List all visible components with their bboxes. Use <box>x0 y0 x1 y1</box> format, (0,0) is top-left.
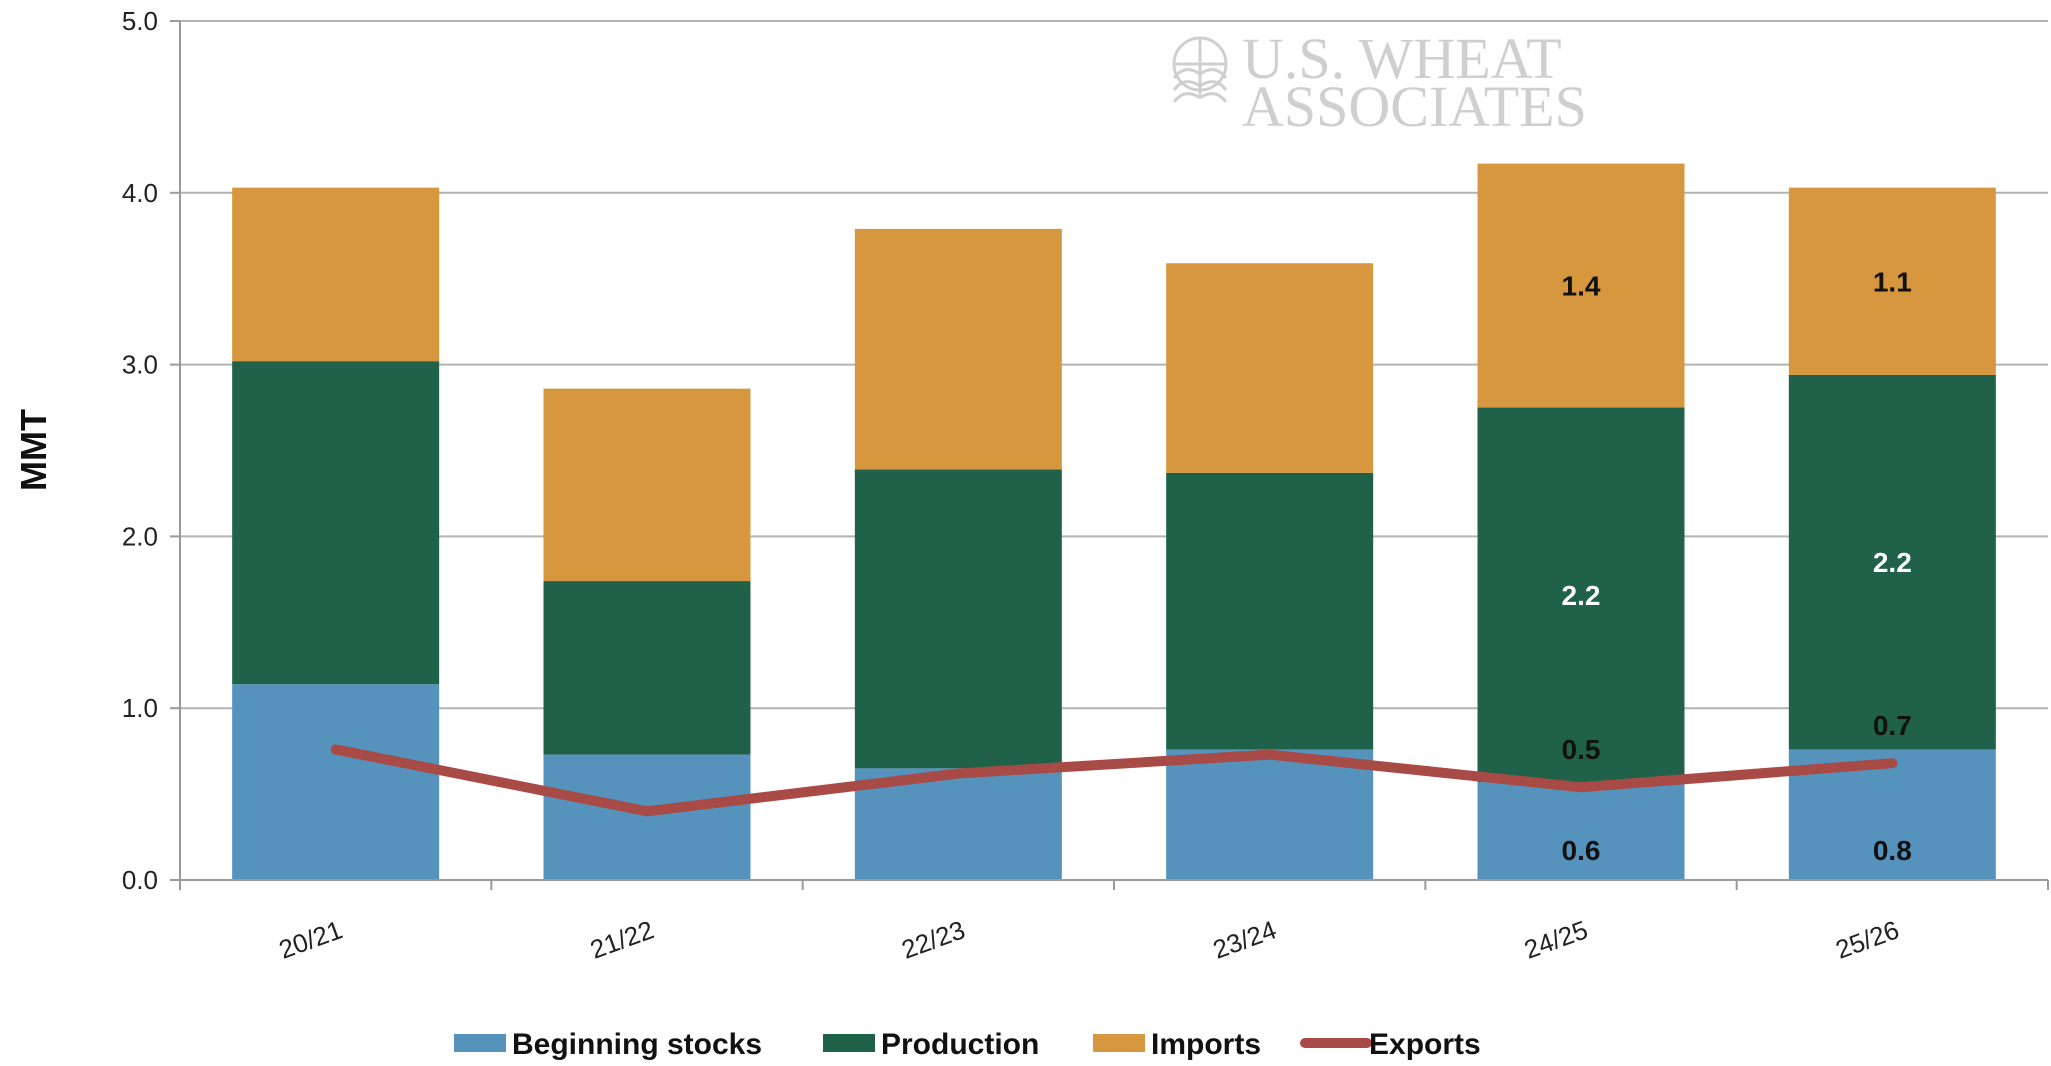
exports-data-label: 0.5 <box>1562 734 1601 765</box>
watermark-line2: ASSOCIATES <box>1242 74 1587 139</box>
wheat-logo-icon <box>1172 36 1228 103</box>
exports-point <box>1267 752 1272 757</box>
exports-data-label: 0.7 <box>1873 710 1912 741</box>
bar-imports <box>854 228 1062 470</box>
bar-imports <box>1166 263 1374 473</box>
bar-beginning-stocks <box>232 684 440 880</box>
exports-point <box>333 747 338 752</box>
bar-production <box>1477 407 1685 783</box>
data-label: 2.2 <box>1873 547 1912 578</box>
watermark-logo: U.S. WHEAT ASSOCIATES <box>1172 26 1587 139</box>
data-labels: 0.6 2.2 1.4 0.8 2.2 1.1 0.5 0.7 <box>1562 266 1912 866</box>
legend-swatch <box>454 1034 506 1052</box>
legend-label: Imports <box>1151 1028 1261 1061</box>
exports-series-line <box>330 744 1898 817</box>
bar-production <box>854 469 1062 769</box>
bar-production <box>232 361 440 685</box>
bars <box>232 163 1996 880</box>
legend-label: Beginning stocks <box>512 1028 762 1061</box>
data-label: 1.4 <box>1562 271 1601 302</box>
data-label: 0.6 <box>1562 835 1601 866</box>
y-tick-label: 5.0 <box>122 6 158 36</box>
x-tick-label: 20/21 <box>275 914 346 964</box>
legend-swatch <box>1093 1034 1145 1052</box>
y-tick-label: 3.0 <box>122 350 158 380</box>
x-tick-label: 24/25 <box>1520 914 1591 964</box>
exports-line <box>330 744 1898 817</box>
bar-production <box>1788 374 1996 750</box>
bar-imports <box>232 187 440 362</box>
y-tick-label: 2.0 <box>122 521 158 551</box>
bar-imports <box>1788 187 1996 375</box>
bar-beginning-stocks <box>1166 749 1374 880</box>
data-label: 0.8 <box>1873 835 1912 866</box>
exports-point <box>1579 785 1583 790</box>
bar-imports <box>1477 163 1685 408</box>
legend-swatch <box>823 1034 875 1052</box>
data-label: 1.1 <box>1873 266 1912 297</box>
y-tick-label: 0.0 <box>122 865 158 895</box>
y-tick-label: 4.0 <box>122 178 158 208</box>
exports-point <box>956 771 961 776</box>
bar-imports <box>543 388 751 582</box>
bar-beginning-stocks <box>543 754 751 880</box>
legend-label: Production <box>881 1028 1039 1061</box>
grid <box>180 20 2048 710</box>
bar-production <box>1166 472 1374 750</box>
exports-point <box>645 809 649 814</box>
x-tick-label: 21/22 <box>586 914 657 964</box>
bar-production <box>543 581 751 755</box>
data-label: 2.2 <box>1562 580 1601 611</box>
bar-beginning-stocks <box>1477 782 1685 880</box>
x-tick-label: 23/24 <box>1209 914 1280 964</box>
watermark-line1: U.S. WHEAT <box>1242 26 1562 91</box>
y-axis-title: MMT <box>13 409 54 491</box>
x-tick-label: 25/26 <box>1832 914 1903 964</box>
y-tick-label: 1.0 <box>122 693 158 723</box>
legend: Beginning stocks Production Imports Exports <box>454 1028 1481 1061</box>
legend-label: Exports <box>1369 1028 1481 1061</box>
bar-beginning-stocks <box>854 768 1062 880</box>
exports-point <box>1890 761 1895 766</box>
x-tick-label: 22/23 <box>898 914 969 964</box>
